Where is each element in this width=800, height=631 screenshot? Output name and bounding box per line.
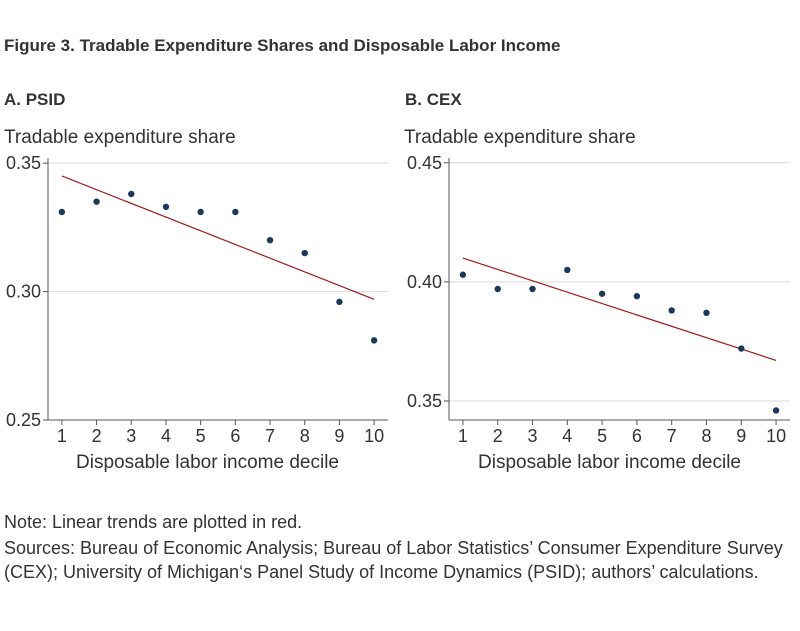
panel-a-ytick-label: 0.35 [6,153,41,173]
panel-b-xtick-label: 10 [766,426,786,446]
panel-a-xtick-label: 3 [126,426,136,446]
panel-a-xtick-label: 10 [364,426,384,446]
sources-text: Sources: Bureau of Economic Analysis; Bu… [4,538,783,582]
panel-b-data-point [772,407,780,414]
panel-a-data-point [232,208,239,216]
panel-a-xtick-label: 9 [334,426,344,446]
panel-b-xtick-label: 5 [597,426,607,446]
panel-a-ylabel: Tradable expenditure share [4,127,236,148]
panel-a-title: A. PSID [4,90,66,109]
panel-a-data-point [93,198,100,205]
panel-a-xtick-label: 7 [265,426,275,446]
panel-b-data-point [529,285,536,293]
panel-b-title: B. CEX [405,90,462,109]
panel-b-ytick-label: 0.40 [407,272,442,292]
panel-a-trend-line [61,175,375,300]
panel-b-data-point [633,292,641,300]
panel-b-ytick-label: 0.45 [407,153,442,173]
panel-b-xtick-label: 4 [562,426,572,446]
panel-b-xtick-label: 6 [632,426,642,446]
note-text: Note: Linear trends are plotted in red. [4,512,303,532]
panel-a-ytick-label: 0.25 [6,410,41,430]
panel-a-data-point [128,190,135,198]
panel-b-data-point [668,307,675,314]
panel-a-data-point [197,208,204,216]
panel-a-data-point [162,203,170,211]
panel-a-data-point [336,298,343,306]
panel-a-data-point [58,208,66,216]
panel-b-ylabel: Tradable expenditure share [404,127,636,148]
panel-b-ytick-label: 0.35 [407,391,442,411]
panel-b-data-point [459,271,467,278]
panel-b-xtick-label: 1 [458,426,468,446]
panel-b-xtick-label: 7 [667,426,677,446]
panel-b-data-point [738,345,745,352]
panel-b-trend-line [462,257,777,362]
panel-b-data-point [494,285,501,293]
panel-a-data-point [370,337,378,344]
panel-a-xtick-label: 5 [196,426,206,446]
panel-a-xlabel: Disposable labor income decile [76,452,339,473]
figure-title: Figure 3. Tradable Expenditure Shares an… [4,36,561,55]
panel-a-xtick-label: 4 [161,426,171,446]
panel-a-xtick-label: 1 [57,426,67,446]
panel-b-xtick-label: 3 [528,426,538,446]
panel-a-xtick-label: 8 [300,426,310,446]
panel-a-data-point [266,236,274,244]
panel-b-data-point [598,290,606,297]
panel-a-xtick-label: 6 [230,426,240,446]
panel-b-xtick-label: 8 [701,426,711,446]
panel-a-xtick-label: 2 [92,426,102,446]
panel-b-xtick-label: 2 [493,426,503,446]
panel-a-data-point [301,249,308,257]
panel-b-data-point [703,309,710,317]
panel-b-data-point [564,266,571,274]
panel-a-ytick-label: 0.30 [6,282,41,302]
panel-b-xtick-label: 9 [736,426,746,446]
panel-b-xlabel: Disposable labor income decile [478,452,741,473]
